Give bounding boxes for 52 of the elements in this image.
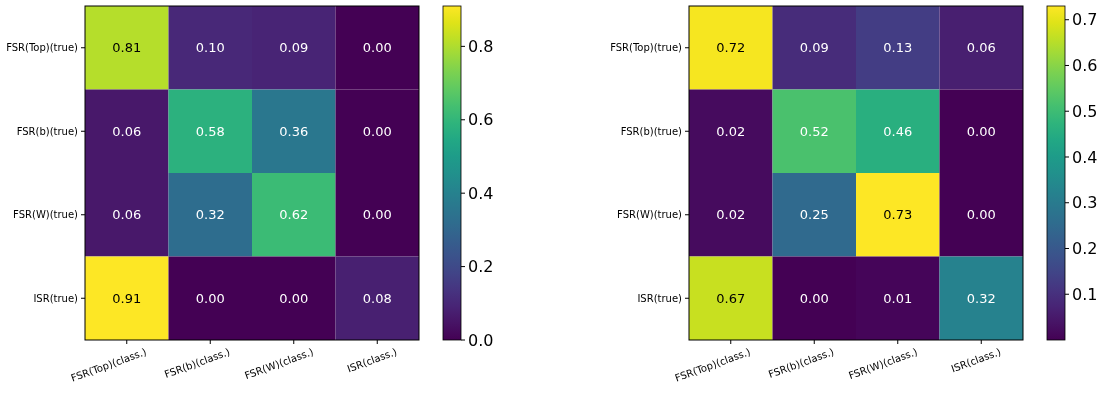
data-label: 0.09	[279, 40, 309, 56]
data-label: 0.10	[195, 40, 225, 56]
data-label: 0.91	[112, 290, 142, 306]
data-label: 0.36	[279, 123, 309, 139]
y-tick-label: ISR(true)	[33, 292, 79, 304]
data-label: 0.72	[716, 40, 746, 56]
data-label: 0.00	[799, 290, 829, 306]
color-bar-label: 0.2	[1072, 239, 1098, 259]
color-bar-label: 0.6	[1072, 56, 1098, 76]
data-label: 0.02	[716, 207, 746, 223]
data-label: 0.32	[195, 207, 225, 223]
data-label: 0.67	[716, 290, 746, 306]
data-label: 0.00	[966, 123, 996, 139]
y-tick-label: FSR(b)(true)	[620, 125, 683, 137]
data-label: 0.06	[966, 40, 996, 56]
data-label: 0.62	[279, 207, 309, 223]
data-label: 0.00	[279, 290, 309, 306]
color-bar-label: 0.5	[1072, 101, 1098, 121]
data-label: 0.32	[966, 290, 996, 306]
color-bar-label: 0.8	[468, 36, 494, 56]
data-label: 0.09	[799, 40, 829, 56]
y-tick-label: FSR(Top)(true)	[610, 42, 683, 54]
data-label: 0.00	[362, 123, 392, 139]
data-label: 0.00	[195, 290, 225, 306]
data-label: 0.06	[112, 207, 142, 223]
y-tick-label: ISR(true)	[637, 292, 683, 304]
data-label: 0.06	[112, 123, 142, 139]
color-bar-label: 0.2	[468, 257, 494, 277]
data-label: 0.25	[799, 207, 829, 223]
color-bar-label: 0.4	[1072, 147, 1098, 167]
color-bar-label: 0.1	[1072, 284, 1098, 304]
data-label: 0.73	[883, 207, 913, 223]
data-label: 0.13	[883, 40, 913, 56]
color-bar-label: 0.6	[468, 110, 494, 130]
data-label: 0.58	[195, 123, 225, 139]
y-tick-label: FSR(b)(true)	[16, 125, 79, 137]
y-tick-label: FSR(W)(true)	[13, 209, 79, 221]
data-label: 0.02	[716, 123, 746, 139]
data-label: 0.81	[112, 40, 142, 56]
y-tick-label: FSR(Top)(true)	[6, 42, 79, 54]
data-label: 0.08	[362, 290, 392, 306]
data-label: 0.00	[362, 207, 392, 223]
data-label: 0.01	[883, 290, 913, 306]
color-bar-label: 0.7	[1072, 10, 1098, 30]
color-bar-label: 0.3	[1072, 193, 1098, 213]
color-bar-label: 0.0	[468, 330, 494, 350]
data-label: 0.52	[799, 123, 829, 139]
data-label: 0.00	[966, 207, 996, 223]
data-label: 0.00	[362, 40, 392, 56]
data-label: 0.46	[883, 123, 913, 139]
y-tick-label: FSR(W)(true)	[617, 209, 683, 221]
color-bar-label: 0.4	[468, 183, 494, 203]
